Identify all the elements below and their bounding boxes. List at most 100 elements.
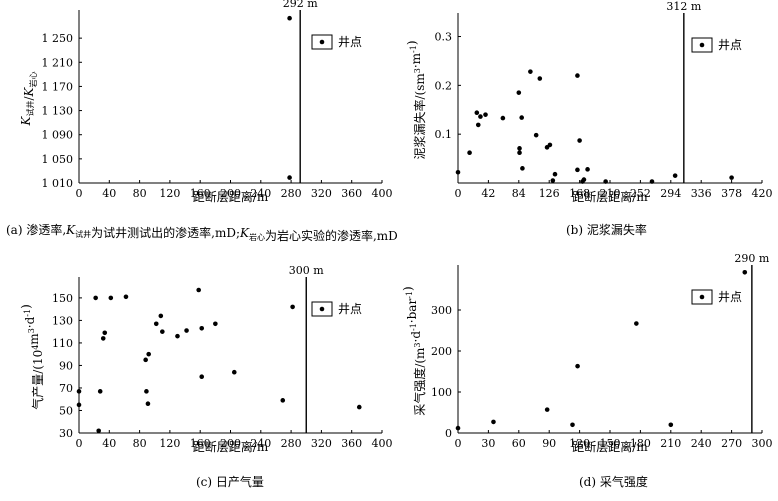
data-point (160, 329, 165, 334)
data-point (478, 114, 483, 119)
x-tick-label: 0 (76, 437, 83, 450)
data-point (649, 179, 655, 184)
y-axis-label: K试井/K岩心 (19, 72, 38, 127)
y-axis-label-part: 3 (27, 328, 36, 333)
x-tick-label: 0 (76, 187, 83, 200)
data-point (550, 178, 556, 183)
x-tick-label: 90 (542, 437, 556, 450)
legend-label: 井点 (718, 38, 742, 52)
threshold-label: 292 m (283, 0, 318, 10)
data-point (213, 321, 218, 327)
data-point (158, 313, 164, 319)
data-point (93, 295, 98, 301)
y-axis-label-part: m (27, 333, 41, 345)
panel-caption: (c) 日产气量 (196, 474, 264, 489)
data-point (634, 321, 639, 326)
data-point (742, 269, 748, 275)
data-point (356, 404, 362, 410)
data-point (455, 169, 461, 175)
x-axis-label: 距断层距离/m (193, 189, 269, 204)
x-tick-label: 240 (691, 437, 712, 450)
data-point (143, 357, 148, 363)
y-tick-label: 300 (431, 304, 452, 317)
x-tick-label: 160 (190, 187, 211, 200)
data-point (491, 419, 496, 425)
y-tick-label: 1 090 (42, 129, 74, 142)
data-point (517, 146, 522, 151)
y-axis-label-part: 4 (31, 345, 40, 350)
panel-caption-part: 岩心 (249, 232, 265, 242)
x-tick-label: 360 (341, 187, 362, 200)
data-point (575, 167, 580, 173)
panel-caption-part: K (239, 226, 250, 240)
x-tick-label: 80 (133, 187, 147, 200)
x-tick-label: 200 (220, 437, 241, 450)
x-axis-label: 距断层距离/m (193, 439, 269, 454)
y-tick-label: 130 (52, 314, 73, 327)
data-point (76, 389, 82, 394)
x-tick-label: 30 (481, 437, 495, 450)
x-tick-label: 270 (721, 437, 742, 450)
data-point (516, 90, 522, 95)
data-point (184, 328, 189, 333)
x-tick-label: 320 (311, 187, 332, 200)
y-axis-label-part: ·d (23, 316, 37, 328)
y-axis-label-part: 试井 (25, 101, 35, 117)
data-point (102, 330, 108, 336)
data-point (547, 142, 553, 148)
data-point (108, 295, 114, 301)
y-axis-label-part: 3 (413, 68, 422, 73)
data-point (97, 389, 103, 394)
chart-panel-d: 0 30 60 90 120 150 180 210 240 270 300 0 100 200 300 29… (401, 252, 773, 489)
legend-marker (319, 306, 325, 312)
x-tick-label: 210 (600, 187, 621, 200)
panel-caption: (a) 渗透率,K试井为试井测试出的渗透率,mD;K岩心为岩心实验的渗透率,mD (6, 222, 398, 243)
threshold-label: 290 m (734, 252, 769, 265)
chart-panel-b: 0 42 84 126 168 210 252 294 336 378 420 0.1 0.2 0.3 31… (405, 0, 773, 237)
x-tick-label: 320 (311, 437, 332, 450)
x-tick-label: 420 (752, 187, 773, 200)
x-tick-label: 210 (660, 437, 681, 450)
panel-caption-part: 试井 (75, 229, 91, 239)
data-point (575, 73, 580, 78)
x-tick-label: 84 (512, 187, 526, 200)
y-axis-label-part: K (19, 115, 33, 126)
x-tick-label: 336 (691, 187, 712, 200)
data-point (517, 150, 522, 156)
y-axis-label-part: / (22, 96, 36, 101)
data-point (544, 407, 550, 412)
legend-label: 井点 (718, 290, 742, 304)
y-tick-label: 0.2 (435, 79, 453, 92)
data-point (570, 422, 575, 428)
y-axis-label: 气产量/(104m3·d-1) (19, 304, 45, 410)
x-tick-label: 300 (752, 437, 773, 450)
x-tick-label: 240 (250, 437, 271, 450)
y-axis-label-part: 岩心 (28, 72, 38, 88)
y-axis-label-part: 3 (413, 342, 422, 347)
y-axis-label-part: ·d (409, 331, 423, 343)
data-point (287, 175, 292, 180)
x-axis-label: 距断层距离/m (572, 439, 648, 454)
y-axis-label-part: 气产量/(10 (30, 350, 45, 410)
y-tick-label: 150 (52, 292, 73, 305)
y-axis-label-part: 泥浆漏失率/(sm (412, 73, 427, 160)
y-axis-label-part: -1 (405, 291, 414, 299)
x-tick-label: 280 (281, 437, 302, 450)
legend-marker (699, 294, 705, 300)
y-tick-label: 0.3 (435, 31, 453, 44)
data-point (528, 69, 533, 74)
x-tick-label: 60 (512, 437, 526, 450)
y-tick-label: 90 (59, 359, 73, 372)
y-axis-label-part: ) (401, 286, 415, 291)
panel-caption-part: 为试井测试出的渗透率,mD; (91, 225, 240, 240)
panel-caption-part: 为岩心实验的渗透率,mD (265, 228, 398, 243)
x-tick-label: 0 (455, 437, 462, 450)
data-point (175, 333, 180, 339)
data-point (729, 175, 734, 180)
data-point (500, 115, 506, 121)
x-tick-label: 150 (600, 437, 621, 450)
y-tick-label: 110 (52, 337, 73, 350)
y-tick-label: 1 010 (42, 177, 74, 190)
